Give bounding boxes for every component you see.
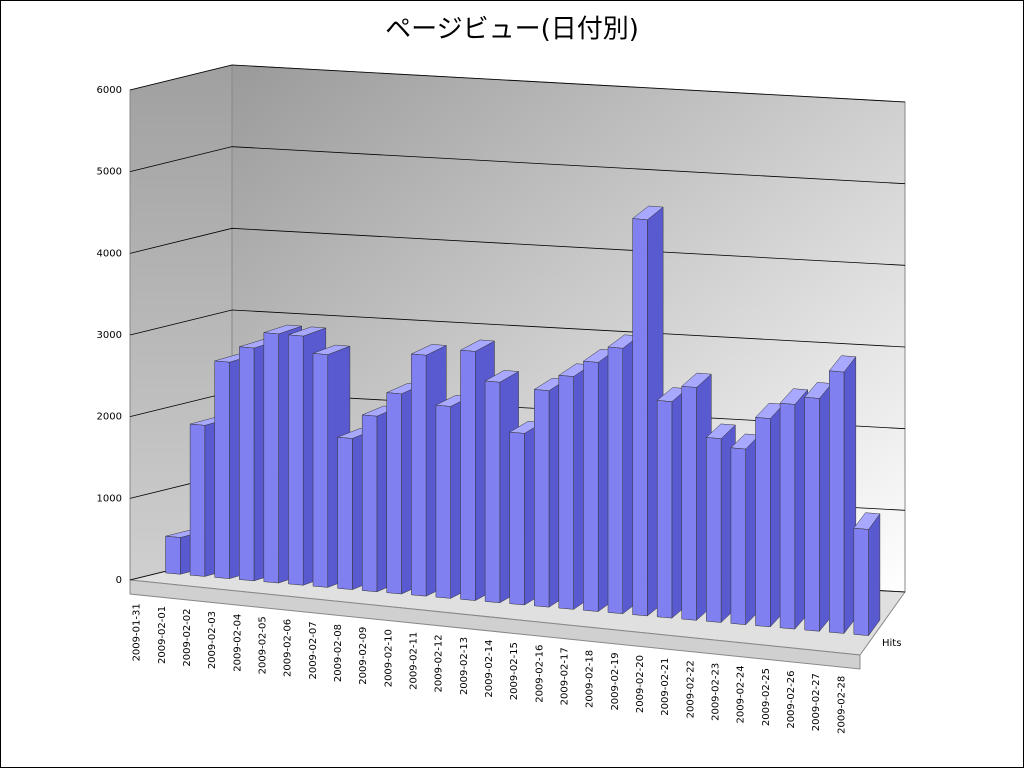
bar (165, 535, 181, 575)
bar-side (868, 513, 881, 637)
bar (411, 353, 427, 597)
x-tick-label: 2009-02-15 (509, 642, 520, 700)
bar (681, 385, 697, 621)
bar (435, 404, 451, 599)
x-tick-label: 2009-02-04 (232, 614, 243, 672)
bar (288, 334, 304, 586)
x-tick-label: 2009-02-26 (786, 671, 797, 729)
x-tick-label: 2009-02-22 (685, 660, 696, 718)
x-tick-label: 2009-02-17 (560, 647, 571, 705)
x-tick-label: 2009-02-27 (811, 673, 822, 731)
y-tick-label: 5000 (97, 167, 122, 178)
x-tick-label: 2009-02-05 (257, 616, 268, 674)
x-tick-label: 2009-02-08 (333, 624, 344, 682)
bar (509, 431, 525, 606)
y-tick-label: 2000 (97, 412, 122, 423)
x-tick-label: 2009-02-02 (182, 608, 193, 666)
x-tick-label: 2009-02-10 (383, 629, 394, 687)
x-tick-label: 2009-02-18 (585, 650, 596, 708)
bar (361, 414, 378, 593)
x-tick-label: 2009-02-07 (308, 621, 319, 679)
floor-edge (129, 579, 861, 670)
y-tick-label: 0 (116, 575, 122, 586)
x-tick-label: 2009-02-09 (358, 627, 369, 685)
grid-line (129, 146, 906, 185)
bar (534, 389, 550, 608)
bar (829, 370, 845, 634)
bar (386, 392, 402, 595)
bar (853, 527, 869, 636)
plot: 0 1000 2000 3000 4000 5000 6000 2009-01-31 2009-… (97, 64, 906, 734)
x-tick-label: 2009-02-11 (408, 632, 419, 690)
bar (706, 437, 722, 623)
x-tick-label: 2009-02-28 (836, 676, 847, 734)
x-tick-label: 2009-02-12 (434, 634, 445, 692)
grid-line (129, 309, 906, 348)
x-tick-label: 2009-02-20 (635, 655, 646, 713)
grid-line (129, 227, 906, 266)
bar (460, 349, 476, 601)
y-tick-label: 1000 (97, 493, 122, 504)
x-tick-label: 2009-02-19 (610, 652, 621, 710)
y-tick-label: 4000 (97, 248, 122, 259)
x-tick-label: 2009-02-03 (207, 611, 218, 669)
y-tick-label: 6000 (97, 85, 122, 96)
bar (607, 346, 624, 615)
bar (312, 353, 329, 588)
bar (779, 402, 796, 630)
bar (583, 360, 599, 612)
x-tick-label: 2009-01-31 (132, 603, 143, 661)
bar (632, 218, 648, 617)
bar (730, 447, 746, 625)
x-tick-label: 2009-02-14 (484, 640, 495, 698)
x-tick-label: 2009-02-06 (283, 619, 294, 677)
bar (189, 423, 206, 577)
bar (214, 360, 230, 579)
x-tick-label: 2009-02-21 (660, 658, 671, 716)
grid-line (129, 64, 906, 103)
bar (263, 332, 279, 584)
x-tick-label: 2009-02-01 (157, 606, 168, 664)
x-tick-label: 2009-02-23 (711, 663, 722, 721)
bar (804, 396, 820, 632)
bar (239, 346, 255, 582)
x-tick-label: 2009-02-24 (736, 665, 747, 723)
x-tick-label: 2009-02-16 (534, 645, 545, 703)
x-tick-label: 2009-02-25 (761, 668, 772, 726)
chart-title: ページビュー(日付別) (385, 15, 639, 45)
bar (755, 417, 771, 628)
bar (337, 436, 353, 590)
bar (656, 400, 673, 619)
x-tick-label: 2009-02-13 (459, 637, 470, 695)
y-tick-label: 3000 (97, 330, 122, 341)
bar (484, 380, 501, 604)
series-label: Hits (882, 638, 901, 649)
bar (558, 375, 574, 610)
